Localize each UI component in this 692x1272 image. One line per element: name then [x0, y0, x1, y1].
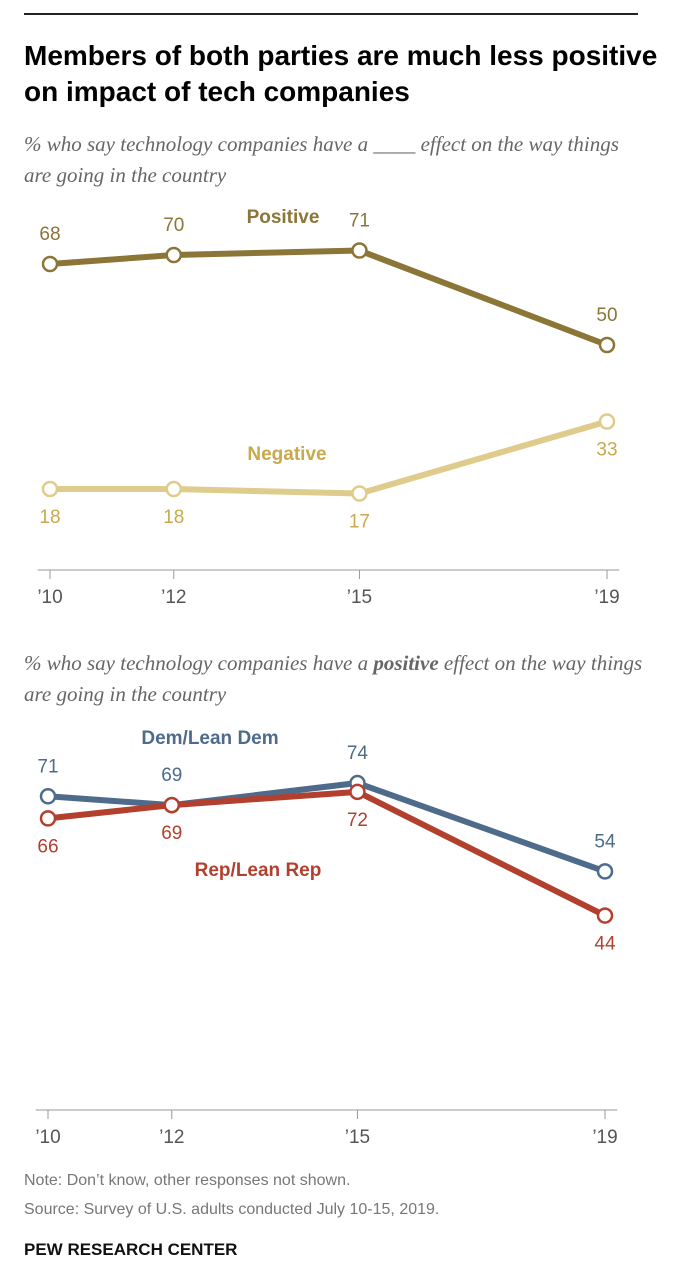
- data-label: 74: [347, 743, 369, 764]
- line: [50, 418, 608, 497]
- data-label: 17: [349, 512, 370, 533]
- data-label: 18: [39, 507, 60, 528]
- x-tick-label: ’15: [345, 1127, 370, 1148]
- point: [41, 255, 59, 273]
- footer: PEW RESEARCH CENTER: [24, 1240, 238, 1259]
- x-tick-label: ’15: [347, 587, 372, 608]
- point: [596, 863, 614, 880]
- series-label: Positive: [247, 207, 320, 228]
- chart: ’10 ’12 ’15 ’19 71 69 74 54 Dem/Lean Dem 66 69 72 44…: [35, 728, 617, 1148]
- data-label: 71: [349, 211, 370, 232]
- line: [49, 247, 609, 348]
- subtitle: % who say technology companies have a __…: [24, 132, 619, 187]
- subtitle: % who say technology companies have a po…: [24, 648, 644, 710]
- data-label: 69: [161, 823, 182, 844]
- data-label: 68: [39, 224, 60, 245]
- point: [598, 413, 616, 430]
- subtitle-part: % who say technology companies have a: [24, 651, 374, 675]
- subtitle-emphasis: positive: [373, 651, 439, 675]
- point: [163, 796, 181, 814]
- title: Members of both parties are much less po…: [24, 40, 658, 107]
- x-tick-label: ’12: [161, 587, 186, 608]
- series-label: Rep/Lean Rep: [195, 860, 322, 881]
- subtitle-part: effect on the way things are going in th…: [24, 651, 643, 706]
- line: [47, 788, 607, 919]
- series-label: Dem/Lean Dem: [141, 728, 278, 749]
- x-tick-label: ’12: [159, 1127, 184, 1148]
- note: Note: Don’t know, other responses not sh…: [24, 1172, 351, 1189]
- data-label: 54: [594, 831, 616, 852]
- top-rule: [24, 13, 638, 15]
- point: [351, 485, 368, 502]
- point: [596, 907, 614, 924]
- data-label: 66: [37, 836, 58, 857]
- point: [39, 810, 57, 827]
- x-tick-label: ’19: [592, 1127, 617, 1148]
- point: [351, 242, 368, 259]
- data-label: 33: [596, 440, 617, 461]
- data-label: 70: [163, 215, 184, 236]
- data-label: 44: [594, 934, 616, 955]
- data-label: 18: [163, 507, 184, 528]
- point: [598, 336, 616, 354]
- line: [47, 780, 607, 875]
- data-label: 50: [596, 305, 617, 326]
- chart: ’10 ’12 ’15 ’19 68 70 71 50 Positive 18 18 17 33 Nega…: [37, 207, 619, 608]
- x-tick-label: ’19: [594, 587, 619, 608]
- data-label: 72: [347, 810, 368, 831]
- point: [165, 480, 183, 498]
- point: [39, 788, 57, 805]
- x-tick-label: ’10: [37, 587, 62, 608]
- point: [41, 480, 59, 498]
- source: Source: Survey of U.S. adults conducted …: [24, 1201, 440, 1218]
- x-tick-label: ’10: [35, 1127, 60, 1148]
- point: [165, 246, 183, 264]
- point: [349, 783, 366, 801]
- data-label: 71: [37, 756, 58, 777]
- data-label: 69: [161, 765, 182, 786]
- series-label: Negative: [247, 444, 326, 465]
